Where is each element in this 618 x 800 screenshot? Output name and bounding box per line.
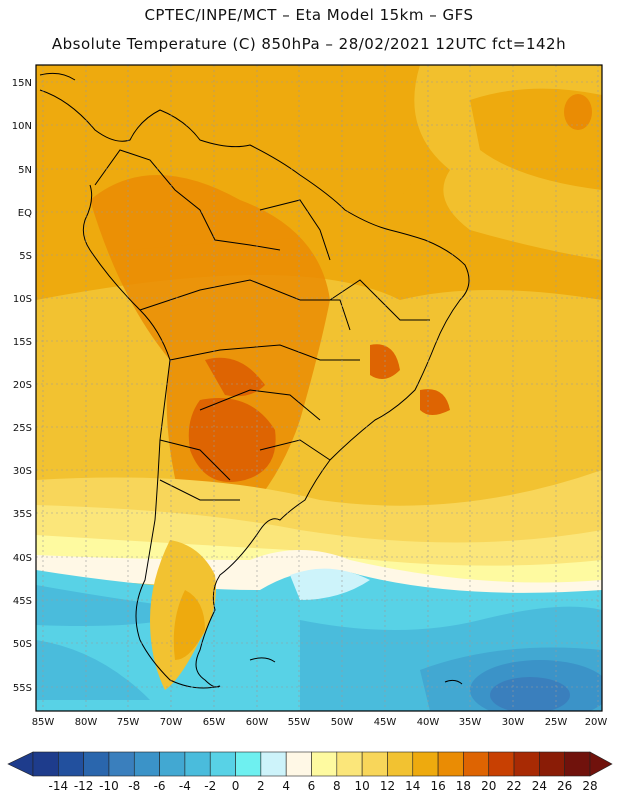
colorbar-tick-label: 2 [257,779,265,793]
colorbar-swatch [159,751,186,777]
colorbar-tick-label: -12 [74,779,94,793]
colorbar-tick-label: -8 [128,779,140,793]
lat-label: 45S [13,596,32,607]
colorbar-swatch [513,751,540,777]
lat-label: 5S [19,251,32,262]
colorbar-tick-label: 12 [380,779,395,793]
colorbar-swatch [209,751,236,777]
colorbar-tick-label: -6 [154,779,166,793]
lat-label: 10S [13,294,32,305]
map-subtitle: Absolute Temperature (C) 850hPa – 28/02/… [51,35,567,53]
colorbar-swatch [108,751,135,777]
lat-label: 50S [13,639,32,650]
lat-label: 35S [13,509,32,520]
graticule [36,65,602,711]
lat-label: 15S [13,337,32,348]
colorbar-tick-label: 22 [506,779,521,793]
lat-label: EQ [18,208,32,219]
colorbar-swatch [311,751,338,777]
lat-label: 40S [13,553,32,564]
lon-label: 30W [502,717,525,728]
lon-label: 80W [75,717,98,728]
colorbar-tick-label: 26 [557,779,572,793]
lat-label: 10N [12,121,32,132]
lon-label: 70W [160,717,183,728]
lat-label: 5N [18,165,32,176]
colorbar-tick-label: 28 [582,779,597,793]
lat-label: 30S [13,466,32,477]
colorbar: -14 -12 -10 -8 -6 -4 -2 0 2 4 6 8 10 12 14 16 18 20 22 24 26… [7,751,613,793]
colorbar-tick-label: 24 [532,779,547,793]
colorbar-swatch [83,751,110,777]
colorbar-swatch [564,751,591,777]
colorbar-swatch [285,751,312,777]
colorbar-tick-label: 0 [232,779,240,793]
colorbar-swatch [412,751,439,777]
lat-label: 55S [13,683,32,694]
lon-label: 50W [331,717,354,728]
colorbar-swatch [184,751,211,777]
colorbar-tick-label: -14 [49,779,69,793]
lat-label: 25S [13,423,32,434]
colorbar-swatch [58,751,84,777]
colorbar-swatch [463,751,490,777]
map-title: CPTEC/INPE/MCT – Eta Model 15km – GFS [144,6,474,24]
lon-label: 75W [117,717,140,728]
lon-label: 20W [585,717,608,728]
colorbar-tick-label: 8 [333,779,341,793]
colorbar-tick-label: 16 [430,779,445,793]
colorbar-tick-label: 6 [308,779,316,793]
lon-label: 65W [203,717,226,728]
lon-label: 25W [545,717,568,728]
lon-label: 35W [459,717,482,728]
colorbar-tick-label: 4 [282,779,290,793]
lon-label: 40W [417,717,440,728]
lon-label: 45W [374,717,397,728]
colorbar-tick-label: 10 [354,779,369,793]
colorbar-tick-label: -2 [204,779,216,793]
colorbar-swatch [336,751,363,777]
colorbar-swatch [260,751,287,777]
colorbar-swatch [235,751,262,777]
colorbar-tick-label: 18 [456,779,471,793]
colorbar-arrow-low [7,751,34,777]
colorbar-tick-label: 14 [405,779,420,793]
colorbar-swatch [437,751,464,777]
colorbar-swatch [133,751,160,777]
lon-label: 55W [288,717,311,728]
colorbar-tick-label: -10 [99,779,119,793]
map-frame [35,64,603,712]
colorbar-swatch [361,751,388,777]
lat-label: 15N [12,78,32,89]
lon-label: 85W [32,717,55,728]
colorbar-tick-label: -4 [179,779,191,793]
colorbar-swatch [488,751,515,777]
colorbar-swatch [32,751,59,777]
colorbar-swatch [387,751,414,777]
colorbar-arrow-high [589,751,613,777]
lat-label: 20S [13,380,32,391]
coastline [39,72,470,689]
colorbar-tick-label: 20 [481,779,496,793]
colorbar-swatch [539,751,565,777]
lon-label: 60W [246,717,269,728]
